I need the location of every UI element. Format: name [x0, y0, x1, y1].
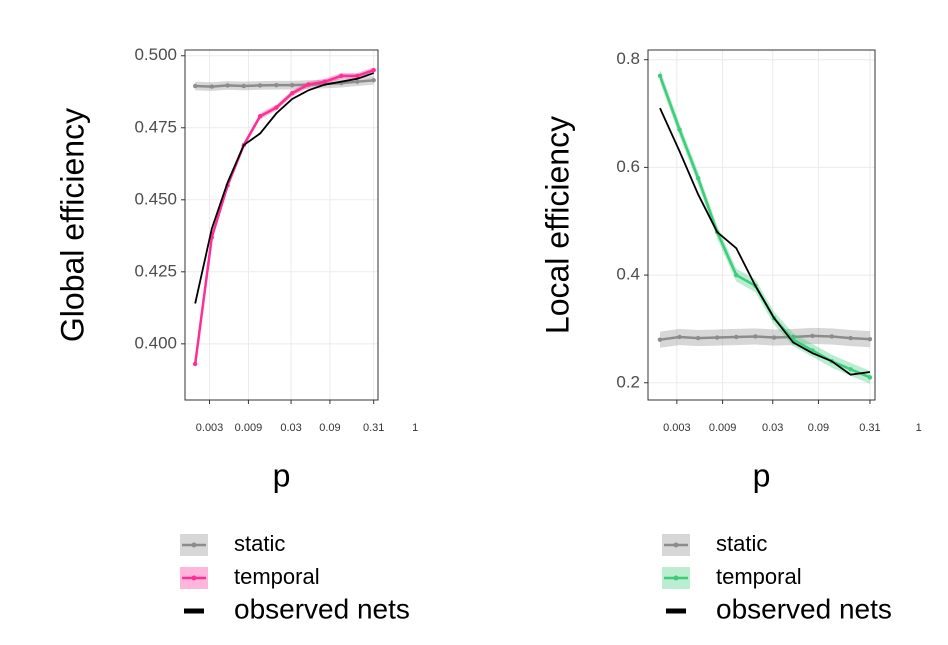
point	[677, 334, 682, 340]
y-tick-label: 0.4	[616, 265, 640, 284]
point	[257, 83, 263, 88]
point	[225, 83, 230, 88]
x-tick-label: 0.003	[196, 422, 224, 434]
x-tick-label: 1	[412, 422, 418, 434]
point	[355, 79, 360, 84]
point	[848, 367, 853, 372]
legend-point	[673, 542, 679, 548]
x-tick-label: 1	[916, 422, 922, 434]
plot-border	[647, 49, 876, 401]
y-tick-label: 0.450	[134, 189, 177, 208]
legend-label: temporal	[234, 564, 320, 589]
series-line	[193, 68, 375, 365]
point	[274, 105, 279, 110]
legend-point	[191, 575, 197, 581]
x-tick-label: 0.31	[859, 422, 880, 434]
y-axis-title: Local efficiency	[539, 116, 575, 334]
x-tick-label: 0.31	[363, 422, 384, 434]
legend-label: observed nets	[716, 593, 892, 624]
point	[695, 175, 701, 181]
y-axis-title: Global efficiency	[54, 108, 90, 342]
y-tick-label: 0.400	[134, 333, 177, 352]
legend-point	[191, 542, 197, 548]
x-tick-label: 0.003	[663, 422, 691, 434]
point	[355, 73, 360, 79]
point	[810, 333, 815, 339]
plot-background	[648, 50, 875, 400]
point	[695, 335, 701, 341]
point	[257, 114, 263, 119]
y-tick-label: 0.6	[616, 157, 640, 176]
plot-border	[184, 49, 379, 401]
point	[290, 91, 295, 96]
point	[209, 84, 215, 89]
x-axis-title: p	[273, 457, 291, 493]
point	[290, 82, 295, 88]
point	[339, 73, 344, 79]
point	[867, 375, 873, 380]
point	[241, 83, 247, 89]
x-tick-label: 0.09	[319, 422, 340, 434]
y-tick-label: 0.2	[616, 372, 640, 391]
series-line	[659, 334, 871, 341]
point	[714, 335, 720, 340]
legend-label: temporal	[716, 564, 802, 589]
point	[829, 334, 834, 339]
x-axis-title: p	[753, 457, 771, 493]
point	[192, 361, 198, 367]
point	[371, 78, 376, 83]
point	[848, 335, 853, 341]
point	[734, 272, 739, 278]
point	[371, 67, 376, 73]
y-tick-label: 0.8	[616, 49, 640, 68]
x-tick-label: 0.009	[235, 422, 263, 434]
y-tick-label: 0.500	[134, 45, 177, 64]
legend-point	[673, 575, 679, 581]
point	[867, 336, 873, 342]
x-tick-label: 0.03	[762, 422, 783, 434]
point	[274, 82, 279, 88]
point	[657, 337, 663, 342]
point	[734, 334, 739, 340]
y-tick-label: 0.425	[134, 261, 177, 280]
legend-label: static	[716, 531, 767, 556]
x-tick-label: 0.009	[709, 422, 737, 434]
series-line	[659, 107, 871, 376]
x-tick-label: 0.09	[808, 422, 829, 434]
point	[306, 82, 311, 87]
point	[322, 79, 328, 84]
point	[677, 127, 682, 132]
series-line	[194, 72, 375, 304]
point	[771, 335, 777, 340]
y-tick-label: 0.475	[134, 117, 177, 136]
series-line	[195, 79, 374, 88]
x-tick-label: 0.03	[280, 422, 301, 434]
legend-label: static	[234, 531, 285, 556]
point	[657, 73, 663, 79]
point	[192, 83, 198, 89]
point	[753, 334, 758, 339]
legend-label: observed nets	[234, 593, 410, 624]
